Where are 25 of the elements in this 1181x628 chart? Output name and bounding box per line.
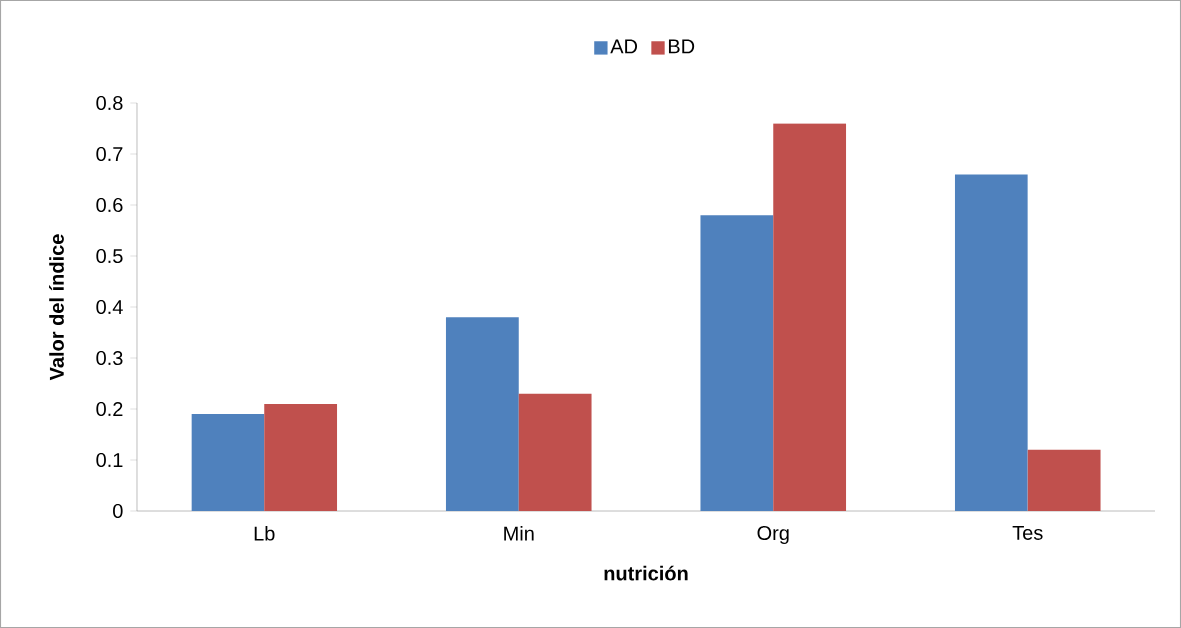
bar [191, 414, 265, 511]
y-tick-label: 0.8 [96, 95, 123, 111]
y-tick-label: 0.5 [96, 248, 123, 264]
bar [264, 403, 338, 511]
y-tick-label: 0.4 [96, 299, 123, 315]
bar [518, 393, 592, 511]
y-tick-label: 0.1 [96, 452, 123, 468]
y-tick-label: 0 [113, 503, 123, 519]
x-tick-label: Min [504, 525, 534, 541]
y-tick-label: 0.6 [96, 197, 123, 213]
legend-label: AD [610, 39, 638, 54]
x-axis-title: nutrición [604, 565, 688, 581]
x-tick-label: Org [757, 525, 789, 545]
bar [1027, 449, 1101, 511]
y-axis-title: Valor del índice [49, 234, 64, 381]
bar [445, 317, 519, 511]
x-tick-label: Tes [1012, 525, 1043, 540]
legend-label: BD [668, 39, 695, 54]
bar [773, 123, 847, 511]
bar [700, 215, 774, 511]
y-tick-label: 0.2 [96, 401, 123, 417]
y-tick-label: 0.7 [96, 146, 123, 162]
bar [954, 174, 1028, 511]
x-tick-label: Lb [254, 525, 275, 541]
y-tick-label: 0.3 [96, 350, 123, 366]
